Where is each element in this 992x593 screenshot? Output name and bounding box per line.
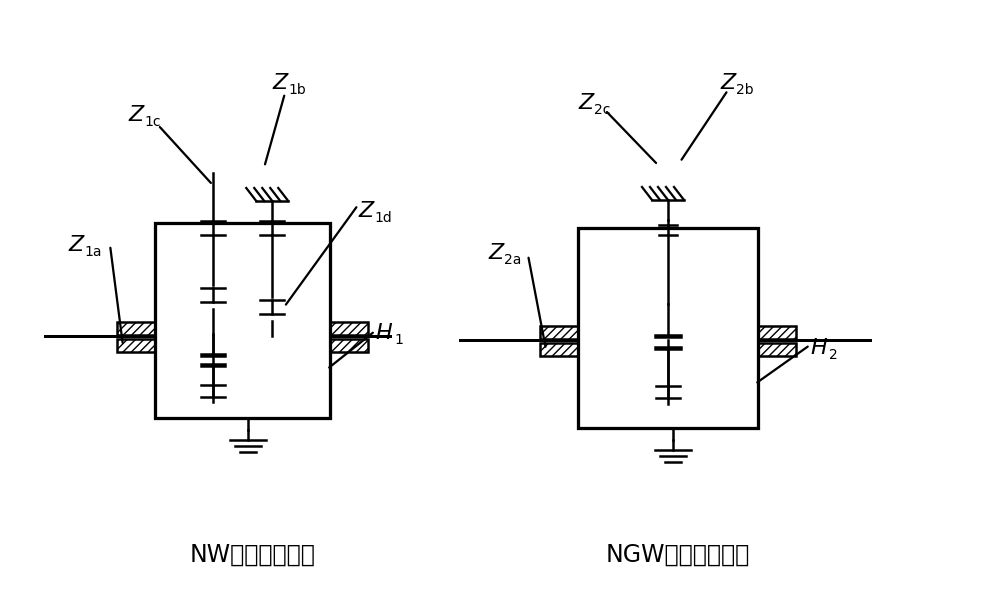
Bar bbox=[540, 343, 580, 356]
Text: NW行星齿轮转动: NW行星齿轮转动 bbox=[189, 543, 315, 567]
Text: $H$: $H$ bbox=[810, 337, 828, 359]
Bar bbox=[117, 322, 157, 335]
Bar bbox=[756, 326, 796, 339]
Text: 2: 2 bbox=[829, 348, 838, 362]
Bar bbox=[328, 322, 368, 335]
Bar bbox=[540, 326, 580, 339]
Text: $Z$: $Z$ bbox=[358, 200, 376, 222]
Text: 1b: 1b bbox=[288, 83, 306, 97]
Text: $Z$: $Z$ bbox=[488, 242, 506, 264]
Text: $Z$: $Z$ bbox=[272, 72, 290, 94]
Text: $Z$: $Z$ bbox=[68, 234, 86, 256]
Bar bbox=[328, 339, 368, 352]
Bar bbox=[155, 223, 330, 418]
Text: 1: 1 bbox=[394, 333, 403, 347]
Text: 1c: 1c bbox=[144, 115, 161, 129]
Text: 1a: 1a bbox=[84, 245, 101, 259]
Text: $Z$: $Z$ bbox=[128, 104, 146, 126]
Text: NGW行星齿轮转动: NGW行星齿轮转动 bbox=[606, 543, 750, 567]
Text: $Z$: $Z$ bbox=[578, 92, 596, 114]
Text: 1d: 1d bbox=[374, 211, 392, 225]
Text: $H$: $H$ bbox=[375, 322, 393, 344]
Bar bbox=[117, 339, 157, 352]
Text: 2c: 2c bbox=[594, 103, 610, 117]
Text: 2a: 2a bbox=[504, 253, 522, 267]
Bar bbox=[756, 343, 796, 356]
Text: 2b: 2b bbox=[736, 83, 754, 97]
Bar bbox=[578, 228, 758, 428]
Text: $Z$: $Z$ bbox=[720, 72, 738, 94]
